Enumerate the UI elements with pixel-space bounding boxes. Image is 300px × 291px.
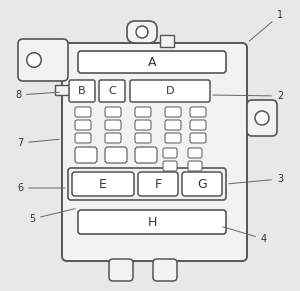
Bar xyxy=(55,85,69,95)
FancyBboxPatch shape xyxy=(78,210,226,234)
Circle shape xyxy=(255,111,269,125)
Text: 4: 4 xyxy=(223,227,267,244)
FancyBboxPatch shape xyxy=(130,80,210,102)
FancyBboxPatch shape xyxy=(190,107,206,117)
Text: 1: 1 xyxy=(249,10,283,41)
Text: C: C xyxy=(108,86,116,96)
FancyBboxPatch shape xyxy=(105,120,121,130)
FancyBboxPatch shape xyxy=(135,133,151,143)
FancyBboxPatch shape xyxy=(75,133,91,143)
Text: H: H xyxy=(147,216,157,228)
Circle shape xyxy=(27,53,41,67)
Text: 3: 3 xyxy=(229,174,283,184)
FancyBboxPatch shape xyxy=(190,133,206,143)
FancyBboxPatch shape xyxy=(75,120,91,130)
FancyBboxPatch shape xyxy=(78,51,226,73)
FancyBboxPatch shape xyxy=(153,259,177,281)
FancyBboxPatch shape xyxy=(138,172,178,196)
Text: A: A xyxy=(148,56,156,68)
FancyBboxPatch shape xyxy=(68,168,226,200)
FancyBboxPatch shape xyxy=(188,161,202,171)
FancyBboxPatch shape xyxy=(105,147,127,163)
FancyBboxPatch shape xyxy=(127,21,157,43)
Text: B: B xyxy=(78,86,86,96)
Text: 5: 5 xyxy=(29,209,75,224)
FancyBboxPatch shape xyxy=(188,148,202,158)
Text: 2: 2 xyxy=(213,91,283,101)
Bar xyxy=(160,35,174,47)
FancyBboxPatch shape xyxy=(165,133,181,143)
Text: F: F xyxy=(154,178,162,191)
FancyBboxPatch shape xyxy=(135,147,157,163)
FancyBboxPatch shape xyxy=(182,172,222,196)
Text: D: D xyxy=(166,86,174,96)
FancyBboxPatch shape xyxy=(165,107,181,117)
FancyBboxPatch shape xyxy=(18,39,68,81)
FancyBboxPatch shape xyxy=(72,172,134,196)
FancyBboxPatch shape xyxy=(105,133,121,143)
FancyBboxPatch shape xyxy=(190,120,206,130)
FancyBboxPatch shape xyxy=(247,100,277,136)
FancyBboxPatch shape xyxy=(163,161,177,171)
FancyBboxPatch shape xyxy=(75,107,91,117)
FancyBboxPatch shape xyxy=(75,147,97,163)
Circle shape xyxy=(136,26,148,38)
FancyBboxPatch shape xyxy=(62,43,247,261)
Text: 8: 8 xyxy=(15,90,59,100)
FancyBboxPatch shape xyxy=(135,107,151,117)
FancyBboxPatch shape xyxy=(163,148,177,158)
FancyBboxPatch shape xyxy=(105,107,121,117)
Text: 6: 6 xyxy=(17,183,65,193)
Text: E: E xyxy=(99,178,107,191)
FancyBboxPatch shape xyxy=(109,259,133,281)
FancyBboxPatch shape xyxy=(69,80,95,102)
Text: 7: 7 xyxy=(17,138,59,148)
FancyBboxPatch shape xyxy=(165,120,181,130)
FancyBboxPatch shape xyxy=(99,80,125,102)
Text: G: G xyxy=(197,178,207,191)
FancyBboxPatch shape xyxy=(135,120,151,130)
